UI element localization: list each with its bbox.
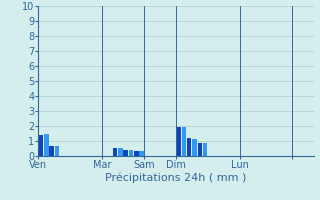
Bar bbox=[197, 143, 202, 156]
Bar bbox=[55, 146, 59, 156]
Bar bbox=[118, 148, 123, 156]
Bar bbox=[113, 148, 117, 156]
Bar bbox=[44, 134, 49, 156]
Bar bbox=[182, 127, 186, 156]
Bar bbox=[139, 151, 144, 156]
Bar bbox=[49, 146, 54, 156]
Bar bbox=[192, 139, 197, 156]
Bar bbox=[134, 151, 139, 156]
Bar bbox=[187, 138, 191, 156]
Bar bbox=[176, 127, 181, 156]
Bar bbox=[129, 150, 133, 156]
Bar bbox=[203, 143, 207, 156]
X-axis label: Précipitations 24h ( mm ): Précipitations 24h ( mm ) bbox=[105, 173, 247, 183]
Bar bbox=[124, 150, 128, 156]
Bar bbox=[39, 135, 43, 156]
